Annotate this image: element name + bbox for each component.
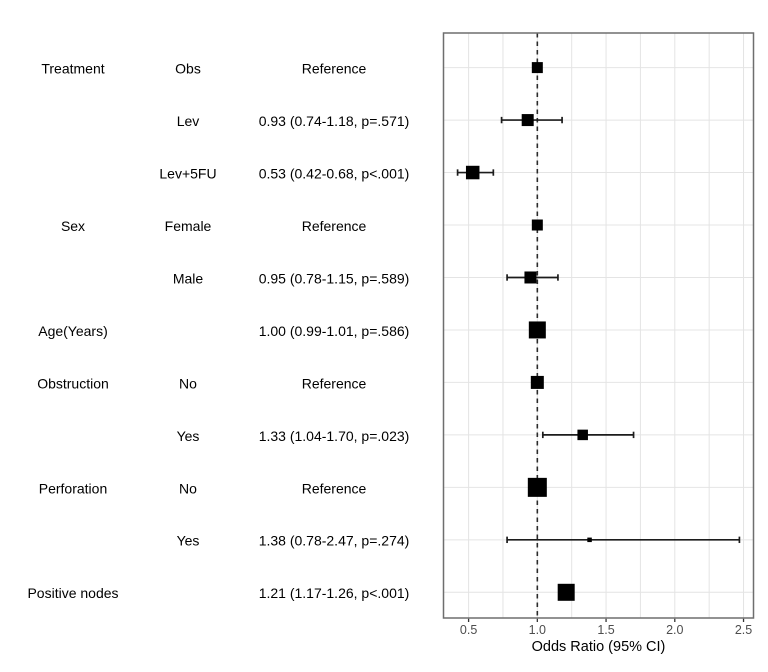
row-estimate-label: 0.53 (0.42-0.68, p<.001) (259, 165, 410, 181)
row-estimate-label: Reference (302, 375, 367, 391)
or-box (521, 114, 534, 127)
row-level-label: Yes (177, 533, 200, 549)
x-axis-tick-label: 0.5 (460, 623, 477, 637)
row-level-label: No (179, 375, 197, 391)
row-estimate-label: 1.33 (1.04-1.70, p=.023) (259, 428, 410, 444)
or-box (465, 165, 480, 180)
row-level-label: Lev+5FU (159, 165, 216, 181)
or-box (524, 271, 537, 284)
or-box (531, 62, 543, 74)
x-axis-tick-label: 1.0 (529, 623, 546, 637)
row-variable-label: Age(Years) (38, 323, 108, 339)
row-level-label: Obs (175, 61, 201, 77)
or-box (527, 477, 547, 497)
row-variable-label: Perforation (39, 480, 107, 496)
row-estimate-label: 1.38 (0.78-2.47, p=.274) (259, 533, 410, 549)
row-estimate-label: Reference (302, 61, 367, 77)
row-level-label: No (179, 480, 197, 496)
row-estimate-label: Reference (302, 480, 367, 496)
row-level-label: Female (165, 218, 212, 234)
row-estimate-label: 0.95 (0.78-1.15, p=.589) (259, 270, 410, 286)
row-estimate-label: 1.21 (1.17-1.26, p<.001) (259, 585, 410, 601)
row-variable-label: Treatment (41, 61, 104, 77)
row-level-label: Lev (177, 113, 200, 129)
row-variable-label: Obstruction (37, 375, 109, 391)
or-box (531, 219, 543, 231)
row-variable-label: Positive nodes (27, 585, 118, 601)
or-box (528, 321, 546, 339)
or-box (587, 537, 592, 543)
or-box (530, 375, 544, 389)
row-level-label: Yes (177, 428, 200, 444)
panel-border (442, 32, 755, 619)
row-estimate-label: 0.93 (0.74-1.18, p=.571) (259, 113, 410, 129)
row-variable-label: Sex (61, 218, 85, 234)
row-level-label: Male (173, 270, 204, 286)
x-axis-tick-label: 1.5 (597, 623, 614, 637)
row-estimate-label: Reference (302, 218, 367, 234)
x-axis-tick-label: 2.5 (735, 623, 752, 637)
x-axis-tick-label: 2.0 (666, 623, 683, 637)
or-box (577, 429, 588, 441)
x-axis-title: Odds Ratio (95% CI) (531, 639, 666, 655)
or-box (557, 583, 575, 601)
row-estimate-label: 1.00 (0.99-1.01, p=.586) (259, 323, 410, 339)
